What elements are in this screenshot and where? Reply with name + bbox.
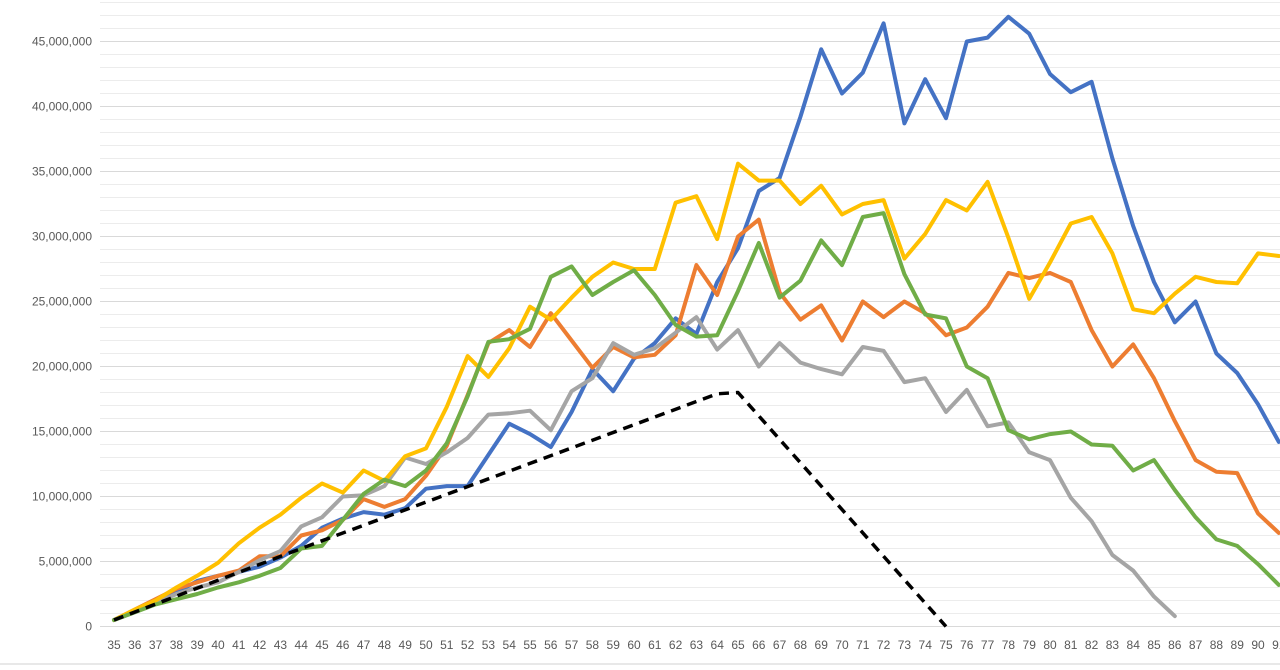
x-tick-label: 46: [336, 638, 350, 652]
x-tick-label: 52: [461, 638, 475, 652]
x-tick-label: 43: [274, 638, 288, 652]
x-tick-label: 70: [835, 638, 849, 652]
x-tick-label: 78: [1002, 638, 1016, 652]
x-tick-label: 35: [107, 638, 121, 652]
y-tick-label: 5,000,000: [39, 555, 93, 569]
y-tick-label: 40,000,000: [32, 100, 92, 114]
x-tick-label: 56: [544, 638, 558, 652]
x-tick-label: 74: [919, 638, 933, 652]
x-tick-label: 59: [607, 638, 621, 652]
x-tick-label: 63: [690, 638, 704, 652]
x-tick-label: 71: [856, 638, 870, 652]
series-line-dashed: [113, 390, 948, 628]
x-axis-tick-labels: 35 36 37 38 39 40 41 42 43 44 45 46 47 48 49 50 51 52 53 54…: [107, 638, 1280, 652]
x-tick-label: 40: [211, 638, 225, 652]
x-tick-label: 42: [253, 638, 267, 652]
x-tick-label: 75: [939, 638, 953, 652]
y-tick-label: 45,000,000: [32, 35, 92, 49]
x-tick-label: 50: [419, 638, 433, 652]
x-tick-label: 62: [669, 638, 683, 652]
x-tick-label: 51: [440, 638, 454, 652]
x-tick-label: 82: [1085, 638, 1099, 652]
x-tick-label: 68: [794, 638, 808, 652]
x-tick-label: 54: [503, 638, 517, 652]
x-tick-label: 37: [149, 638, 163, 652]
y-tick-label: 30,000,000: [32, 230, 92, 244]
x-tick-label: 83: [1106, 638, 1120, 652]
x-tick-label: 87: [1189, 638, 1203, 652]
series-line-5: [112, 211, 1280, 622]
x-tick-label: 39: [191, 638, 205, 652]
x-tick-label: 89: [1231, 638, 1245, 652]
x-tick-label: 64: [711, 638, 725, 652]
series-line-2: [112, 217, 1280, 622]
y-tick-label: 0: [85, 620, 92, 634]
y-tick-label: 10,000,000: [32, 490, 92, 504]
x-tick-label: 49: [399, 638, 413, 652]
x-tick-label: 80: [1043, 638, 1057, 652]
x-tick-label: 81: [1064, 638, 1078, 652]
x-tick-label: 84: [1127, 638, 1141, 652]
x-tick-label: 66: [752, 638, 766, 652]
x-tick-label: 76: [960, 638, 974, 652]
x-tick-label: 85: [1147, 638, 1161, 652]
x-tick-label: 53: [482, 638, 496, 652]
x-tick-label: 61: [648, 638, 662, 652]
x-tick-label: 77: [981, 638, 995, 652]
x-tick-label: 72: [877, 638, 891, 652]
series-lines: [112, 14, 1280, 628]
x-tick-label: 45: [315, 638, 329, 652]
x-tick-label: 48: [378, 638, 392, 652]
x-tick-label: 44: [295, 638, 309, 652]
x-tick-label: 47: [357, 638, 371, 652]
x-tick-label: 69: [815, 638, 829, 652]
x-tick-label: 65: [731, 638, 745, 652]
x-tick-label: 36: [128, 638, 142, 652]
x-tick-label: 57: [565, 638, 579, 652]
x-tick-label: 58: [586, 638, 600, 652]
y-tick-label: 25,000,000: [32, 295, 92, 309]
x-tick-label: 60: [627, 638, 641, 652]
x-tick-label: 41: [232, 638, 246, 652]
y-tick-label: 35,000,000: [32, 165, 92, 179]
series-line-1: [112, 14, 1280, 622]
x-tick-label: 86: [1168, 638, 1182, 652]
series-line-3: [112, 315, 1177, 622]
y-axis-tick-labels: 0 5,000,000 10,000,000 15,000,000 20,000,000…: [32, 35, 92, 634]
y-tick-label: 20,000,000: [32, 360, 92, 374]
x-tick-label: 79: [1023, 638, 1037, 652]
x-tick-label: 38: [170, 638, 184, 652]
series-line-4: [112, 161, 1280, 622]
x-tick-label: 55: [523, 638, 537, 652]
x-tick-label: 73: [898, 638, 912, 652]
x-tick-label: 88: [1210, 638, 1224, 652]
x-tick-label: 91: [1272, 638, 1280, 652]
x-tick-label: 90: [1251, 638, 1265, 652]
y-tick-label: 15,000,000: [32, 425, 92, 439]
x-tick-label: 67: [773, 638, 787, 652]
